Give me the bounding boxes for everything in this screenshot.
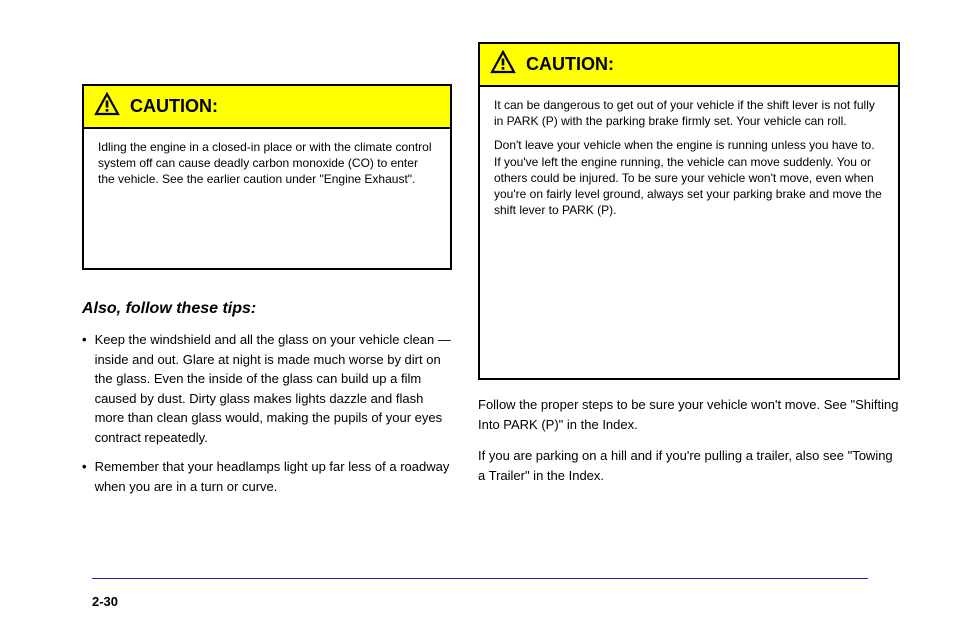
caution-body-left: Idling the engine in a closed-in place o… [84, 129, 450, 198]
caution-title: CAUTION: [130, 96, 218, 117]
warning-triangle-icon [94, 92, 120, 121]
caution-title: CAUTION: [526, 54, 614, 75]
right-column-text: Follow the proper steps to be sure your … [478, 395, 900, 497]
caution-box-left: CAUTION: Idling the engine in a closed-i… [82, 84, 452, 270]
footer-rule [92, 578, 868, 579]
tips-title: Also, follow these tips: [82, 300, 452, 318]
body-text: Follow the proper steps to be sure your … [478, 395, 900, 434]
tip-item: • Keep the windshield and all the glass … [82, 330, 452, 447]
caution-box-right: CAUTION: It can be dangerous to get out … [478, 42, 900, 380]
caution-header: CAUTION: [480, 44, 898, 87]
caution-text: It can be dangerous to get out of your v… [494, 97, 884, 129]
tip-text: Keep the windshield and all the glass on… [95, 330, 452, 447]
tip-text: Remember that your headlamps light up fa… [95, 457, 452, 496]
caution-body-right: It can be dangerous to get out of your v… [480, 87, 898, 228]
bullet-icon: • [82, 457, 87, 496]
page-number: 2-30 [92, 594, 118, 609]
tips-section: Also, follow these tips: • Keep the wind… [82, 300, 452, 506]
caution-header: CAUTION: [84, 86, 450, 129]
bullet-icon: • [82, 330, 87, 447]
tip-item: • Remember that your headlamps light up … [82, 457, 452, 496]
warning-triangle-icon [490, 50, 516, 79]
caution-text: Idling the engine in a closed-in place o… [98, 139, 436, 188]
manual-page: CAUTION: Idling the engine in a closed-i… [0, 0, 954, 636]
caution-text: Don't leave your vehicle when the engine… [494, 137, 884, 218]
body-text: If you are parking on a hill and if you'… [478, 446, 900, 485]
